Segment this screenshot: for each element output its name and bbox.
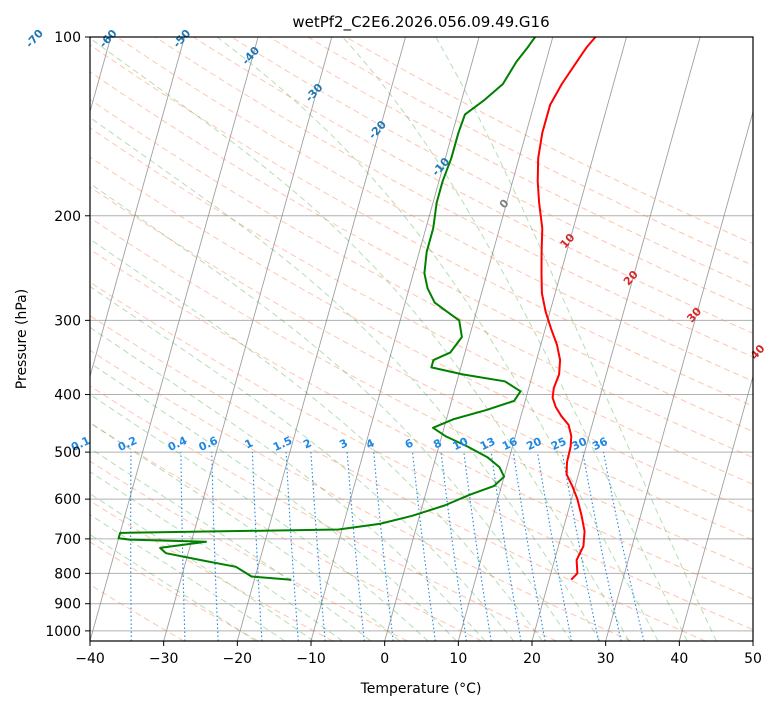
chart-title: wetPf2_C2E6.2026.056.09.49.G16 xyxy=(292,13,549,32)
y-tick-label: 700 xyxy=(54,532,81,548)
isotherm-line xyxy=(384,37,554,641)
x-tick-label: −30 xyxy=(149,651,179,667)
x-tick-label: 30 xyxy=(597,651,615,667)
dry-adiabat-line xyxy=(116,37,753,382)
isotherm-line xyxy=(310,37,480,641)
y-tick-label: 200 xyxy=(54,209,81,225)
mixing-ratio-label: 16 xyxy=(500,435,520,453)
isotherm-line xyxy=(531,37,701,641)
x-tick-label: 20 xyxy=(523,651,541,667)
isotherm-line xyxy=(457,37,627,641)
isotherm-line xyxy=(678,374,753,641)
y-tick-label: 1000 xyxy=(45,624,81,640)
isotherm-line xyxy=(90,37,185,379)
mixing-ratio-line xyxy=(490,452,522,641)
plot-frame xyxy=(89,36,754,642)
moist-adiabat-line xyxy=(90,238,543,641)
x-tick-label: −40 xyxy=(75,651,105,667)
y-tick-label: 900 xyxy=(54,597,81,613)
isotherm-line xyxy=(605,110,753,641)
dry-adiabat-line xyxy=(90,217,753,570)
temperature-trace xyxy=(536,37,597,581)
mixing-ratio-line xyxy=(512,452,546,641)
dry-adiabat-line xyxy=(90,127,753,485)
y-axis-label: Pressure (hPa) xyxy=(14,289,30,389)
dry-adiabat-line xyxy=(90,349,632,641)
mixing-ratio-label: 20 xyxy=(524,435,544,453)
moist-adiabat-line xyxy=(342,37,688,641)
y-tick-label: 400 xyxy=(54,388,81,404)
x-tick-label: 10 xyxy=(449,651,467,667)
axis-ticks: −40 −30 −20 −10 0 10 20 30 40 50 100 200 300 400 500 60… xyxy=(45,30,762,667)
isotherm-line xyxy=(236,37,406,641)
moist-adiabat-line xyxy=(216,37,659,641)
isotherm-line xyxy=(90,37,259,641)
moist-adiabat-line xyxy=(90,422,400,641)
plot-area xyxy=(90,37,753,641)
y-tick-label: 800 xyxy=(54,566,81,582)
x-tick-label: 50 xyxy=(744,651,762,667)
mixing-ratio-line xyxy=(582,451,622,641)
dry-adiabat-line xyxy=(154,37,753,358)
isotherm-line xyxy=(163,37,333,641)
x-tick-label: −20 xyxy=(223,651,253,667)
moist-adiabat-line xyxy=(90,362,457,641)
mixing-ratio-label: 36 xyxy=(590,435,610,453)
moist-adiabat-line xyxy=(90,285,515,641)
y-tick-label: 600 xyxy=(54,492,81,508)
y-tick-label: 100 xyxy=(54,30,81,46)
dry-adiabat-line xyxy=(90,281,753,631)
mixing-ratio-line xyxy=(536,452,573,641)
moist-adiabat-line xyxy=(90,471,343,641)
x-tick-label: 0 xyxy=(380,651,389,667)
dry-adiabat-line xyxy=(90,460,408,641)
moist-adiabat-line xyxy=(90,393,429,641)
moist-adiabat-line xyxy=(90,37,630,641)
y-tick-label: 300 xyxy=(54,313,81,329)
dewpoint-trace xyxy=(117,37,536,581)
moist-adiabat-line xyxy=(90,116,601,641)
x-tick-label: −10 xyxy=(296,651,326,667)
mixing-ratio-label: 10 xyxy=(451,435,471,453)
dry-adiabat-line xyxy=(90,44,753,407)
x-axis-label: Temperature (°C) xyxy=(360,681,482,697)
mixing-ratio-label: 25 xyxy=(549,435,568,453)
moist-adiabat-line xyxy=(435,37,717,641)
mixing-ratio-label: 30 xyxy=(570,435,590,453)
y-tick-label: 500 xyxy=(54,445,81,461)
dry-adiabat-line xyxy=(90,248,753,600)
mixing-ratio-label: 13 xyxy=(478,435,497,453)
dry-adiabat-line xyxy=(90,71,753,433)
dry-adiabat-line xyxy=(90,315,706,641)
dry-adiabat-line xyxy=(90,98,753,459)
moist-adiabat-line xyxy=(90,182,572,641)
mixing-ratio-line xyxy=(561,452,600,641)
x-tick-label: 40 xyxy=(670,651,688,667)
moist-adiabat-line xyxy=(90,447,372,641)
moist-adiabat-line xyxy=(90,493,314,641)
